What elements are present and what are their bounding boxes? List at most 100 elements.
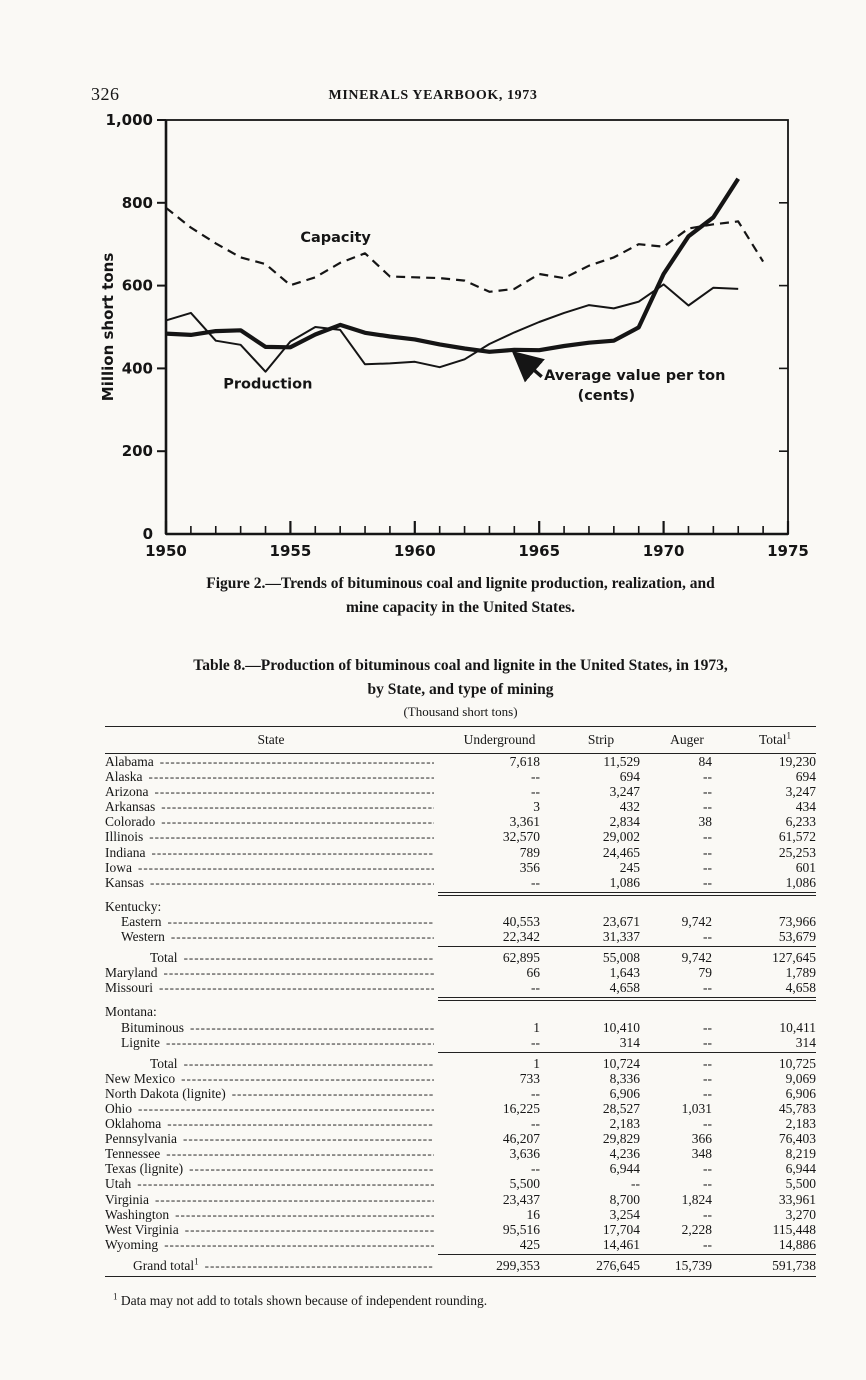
dash-leader xyxy=(184,1056,434,1071)
cell-underground: 1 xyxy=(533,1019,540,1035)
cell-underground: 3,636 xyxy=(509,1146,540,1162)
cell-total: 127,645 xyxy=(772,950,816,966)
cell-underground: -- xyxy=(531,769,540,785)
cell-auger: 84 xyxy=(698,754,713,769)
table-row: Oklahoma -- 2,183 -- 2,183 xyxy=(105,1116,816,1131)
cell-underground: 733 xyxy=(519,1070,540,1086)
cell-total: 8,219 xyxy=(785,1146,816,1162)
table-row: West Virginia 95,516 17,704 2,228 115,448 xyxy=(105,1222,816,1237)
series-average-value xyxy=(165,177,740,354)
cell-strip: 276,645 xyxy=(596,1257,640,1273)
table-row: Western 22,342 31,337 -- 53,679 xyxy=(105,929,816,944)
figure-chart: 1950 1955 1960 1965 1970 1975 0 200 400 600 800 1,0… xyxy=(99,111,809,560)
cell-total: 601 xyxy=(795,859,816,875)
row-label: Maryland xyxy=(105,965,158,981)
cell-auger: 366 xyxy=(691,1131,712,1147)
dash-leader xyxy=(159,980,434,995)
cell-total: 6,944 xyxy=(785,1161,816,1177)
row-label: Alaska xyxy=(105,769,143,785)
dash-leader xyxy=(137,1176,434,1191)
page-number: 326 xyxy=(91,84,120,104)
row-label: Total xyxy=(150,950,178,966)
table-row: Total 62,895 55,008 9,742 127,645 xyxy=(105,950,816,965)
table-row: Eastern 40,553 23,671 9,742 73,966 xyxy=(105,914,816,929)
table-rule-single xyxy=(438,1253,816,1255)
cell-total: 14,886 xyxy=(778,1236,816,1252)
cell-underground: 3,361 xyxy=(509,814,540,830)
table-row: Wyoming 425 14,461 -- 14,886 xyxy=(105,1237,816,1252)
callout-arrow xyxy=(511,350,545,383)
table-row: Grand total1 299,353 276,645 15,739 591,738 xyxy=(105,1256,816,1273)
cell-total: 115,448 xyxy=(772,1221,816,1237)
table-row: Colorado 3,361 2,834 38 6,233 xyxy=(105,814,816,829)
cell-auger: -- xyxy=(703,829,712,845)
table-footnote: 1 Data may not add to totals shown becau… xyxy=(105,1292,816,1309)
cell-total: 6,906 xyxy=(785,1085,816,1101)
row-label: Kansas xyxy=(105,874,144,890)
table-rule-double xyxy=(438,891,816,896)
table-title-line1: Table 8.—Production of bituminous coal a… xyxy=(193,657,728,674)
cell-total: 53,679 xyxy=(778,929,816,945)
column-header-auger: Auger xyxy=(670,732,704,747)
cell-underground: 95,516 xyxy=(502,1221,540,1237)
x-tick-label: 1950 xyxy=(145,542,187,560)
x-tick-label: 1975 xyxy=(767,542,809,560)
cell-underground: 3 xyxy=(533,799,540,815)
row-label: Indiana xyxy=(105,844,146,860)
row-label: Eastern xyxy=(121,913,162,929)
table-row: Tennessee 3,636 4,236 348 8,219 xyxy=(105,1146,816,1161)
cell-strip: 2,183 xyxy=(609,1116,640,1132)
cell-strip: 24,465 xyxy=(602,844,640,860)
cell-total: 10,411 xyxy=(779,1019,816,1035)
row-label: Grand total1 xyxy=(133,1256,199,1273)
cell-total: 73,966 xyxy=(778,913,816,929)
cell-auger: -- xyxy=(703,1019,712,1035)
chart-label: Capacity xyxy=(300,230,371,246)
dash-leader xyxy=(184,950,434,965)
dash-leader xyxy=(205,1258,434,1273)
row-label: Montana: xyxy=(105,1004,157,1020)
dash-leader xyxy=(154,784,434,799)
table-row: Iowa 356 245 -- 601 xyxy=(105,860,816,875)
table-row: Montana: xyxy=(105,1004,816,1019)
table-row: Washington 16 3,254 -- 3,270 xyxy=(105,1207,816,1222)
table-title-line2: by State, and type of mining xyxy=(367,681,554,698)
dash-leader xyxy=(232,1086,434,1101)
row-label: North Dakota (lignite) xyxy=(105,1085,226,1101)
cell-underground: 356 xyxy=(519,859,540,875)
dash-leader xyxy=(181,1071,434,1086)
row-label: Arkansas xyxy=(105,799,156,815)
cell-underground: 66 xyxy=(526,965,541,981)
cell-strip: 694 xyxy=(619,769,640,785)
cell-auger: -- xyxy=(703,1055,712,1071)
cell-auger: 38 xyxy=(698,814,713,830)
chart-label: Average value per ton xyxy=(544,368,725,384)
cell-underground: 299,353 xyxy=(496,1257,540,1273)
x-tick-label: 1960 xyxy=(394,542,436,560)
cell-total: 33,961 xyxy=(778,1191,816,1207)
footnote-marker: 1 xyxy=(786,730,792,741)
cell-auger: 348 xyxy=(691,1146,712,1162)
cell-auger: -- xyxy=(703,1085,712,1101)
cell-total: 3,247 xyxy=(785,784,816,800)
cell-underground: 16,225 xyxy=(502,1100,540,1116)
cell-strip: 8,700 xyxy=(609,1191,640,1207)
dash-leader xyxy=(163,965,434,980)
table-row: Total 1 10,724 -- 10,725 xyxy=(105,1056,816,1071)
cell-auger: -- xyxy=(703,1070,712,1086)
cell-auger: -- xyxy=(703,769,712,785)
cell-auger: -- xyxy=(703,1116,712,1132)
dash-leader xyxy=(138,1101,434,1116)
dash-leader xyxy=(151,845,434,860)
cell-underground: 32,570 xyxy=(502,829,540,845)
cell-total: 3,270 xyxy=(785,1206,816,1222)
row-label: Colorado xyxy=(105,814,156,830)
cell-total: 314 xyxy=(795,1034,816,1050)
table-row: Bituminous 1 10,410 -- 10,411 xyxy=(105,1020,816,1035)
dash-leader xyxy=(155,1192,434,1207)
cell-total: 19,230 xyxy=(778,754,816,769)
table-title: Table 8.—Production of bituminous coal a… xyxy=(105,654,816,702)
y-tick-label: 0 xyxy=(143,525,153,543)
cell-auger: -- xyxy=(703,784,712,800)
cell-auger: -- xyxy=(703,844,712,860)
